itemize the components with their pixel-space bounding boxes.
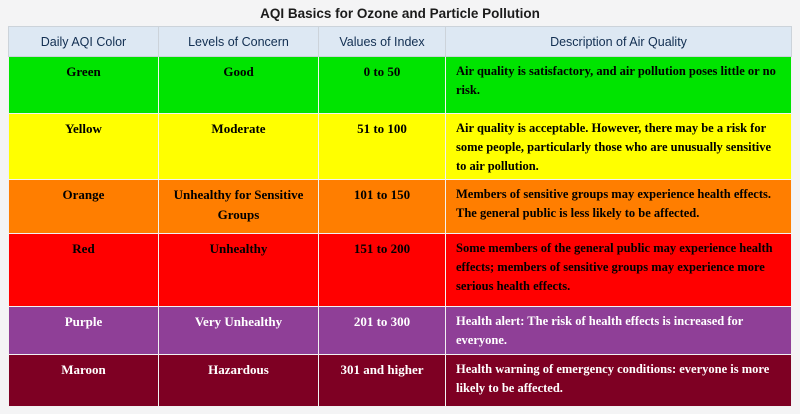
aqi-table: Daily AQI Color Levels of Concern Values… xyxy=(8,26,792,407)
description-cell: Air quality is satisfactory, and air pol… xyxy=(445,56,792,114)
header-daily-aqi-color: Daily AQI Color xyxy=(8,26,159,57)
level-of-concern-cell: Unhealthy for Sensitive Groups xyxy=(158,179,319,235)
header-levels-of-concern: Levels of Concern xyxy=(158,26,319,57)
level-of-concern-cell: Hazardous xyxy=(158,353,319,407)
aqi-color-cell: Yellow xyxy=(8,112,159,181)
index-range-cell: 101 to 150 xyxy=(318,179,446,235)
index-range-cell: 0 to 50 xyxy=(318,56,446,114)
description-cell: Members of sensitive groups may experien… xyxy=(445,179,792,235)
header-description-of-air-quality: Description of Air Quality xyxy=(445,26,792,57)
aqi-color-cell: Orange xyxy=(8,179,159,235)
description-cell: Health warning of emergency conditions: … xyxy=(445,353,792,407)
level-of-concern-cell: Very Unhealthy xyxy=(158,306,319,355)
page-title: AQI Basics for Ozone and Particle Pollut… xyxy=(260,6,540,21)
aqi-color-cell: Green xyxy=(8,56,159,114)
index-range-cell: 151 to 200 xyxy=(318,233,446,308)
table-row-maroon: Maroon Hazardous 301 and higher Health w… xyxy=(8,353,792,407)
table-row-orange: Orange Unhealthy for Sensitive Groups 10… xyxy=(8,179,792,235)
table-header-row: Daily AQI Color Levels of Concern Values… xyxy=(8,26,792,57)
description-cell: Health alert: The risk of health effects… xyxy=(445,306,792,355)
table-row-green: Green Good 0 to 50 Air quality is satisf… xyxy=(8,56,792,114)
aqi-color-cell: Red xyxy=(8,233,159,308)
table-row-purple: Purple Very Unhealthy 201 to 300 Health … xyxy=(8,306,792,355)
level-of-concern-cell: Moderate xyxy=(158,112,319,181)
index-range-cell: 201 to 300 xyxy=(318,306,446,355)
header-values-of-index: Values of Index xyxy=(318,26,446,57)
level-of-concern-cell: Good xyxy=(158,56,319,114)
description-cell: Air quality is acceptable. However, ther… xyxy=(445,112,792,181)
aqi-color-cell: Maroon xyxy=(8,353,159,407)
description-cell: Some members of the general public may e… xyxy=(445,233,792,308)
aqi-color-cell: Purple xyxy=(8,306,159,355)
index-range-cell: 301 and higher xyxy=(318,353,446,407)
table-row-red: Red Unhealthy 151 to 200 Some members of… xyxy=(8,233,792,308)
index-range-cell: 51 to 100 xyxy=(318,112,446,181)
table-row-yellow: Yellow Moderate 51 to 100 Air quality is… xyxy=(8,112,792,181)
level-of-concern-cell: Unhealthy xyxy=(158,233,319,308)
